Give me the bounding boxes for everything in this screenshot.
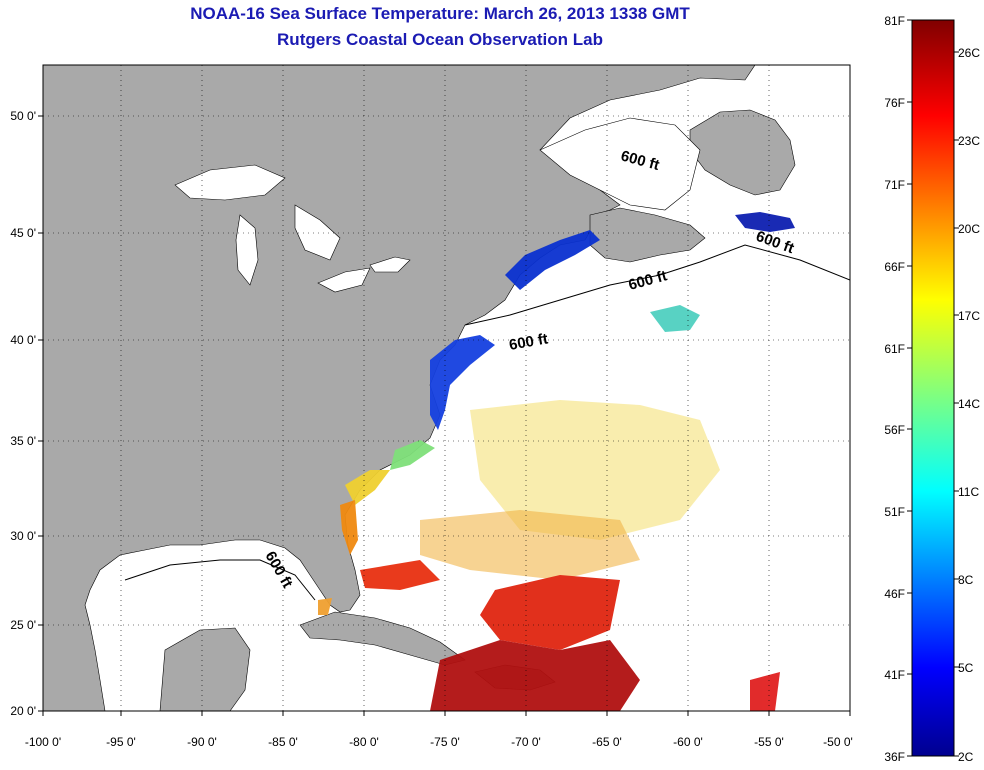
map-subtitle: Rutgers Coastal Ocean Observation Lab [277, 30, 603, 49]
colorbar-f-label: 41F [884, 668, 905, 682]
lat-tick-label: 40 0' [10, 333, 36, 347]
colorbar-f-label: 66F [884, 260, 905, 274]
lat-tick-label: 50 0' [10, 109, 36, 123]
great-lakes [174, 164, 411, 293]
colorbar-c-label: 14C [958, 397, 980, 411]
colorbar-f-label: 61F [884, 342, 905, 356]
gulf-st-lawrence [539, 117, 701, 211]
lat-tick-label: 20 0' [10, 704, 36, 718]
lat-tick-label: 35 0' [10, 434, 36, 448]
lon-tick-label: -55 0' [754, 735, 784, 749]
colorbar-c-label: 17C [958, 309, 980, 323]
colorbar-c-label: 26C [958, 46, 980, 60]
contour-label: 600 ft [508, 330, 550, 354]
colorbar-f-label: 51F [884, 505, 905, 519]
colorbar-c-label: 11C [958, 485, 979, 499]
newfoundland-land [689, 109, 796, 196]
depth-contour-600ft [464, 244, 850, 326]
lon-tick-label: -90 0' [187, 735, 217, 749]
map-area: 600 ft 600 ft 600 ft 600 ft 600 ft [43, 65, 850, 711]
lat-tick-label: 45 0' [10, 226, 36, 240]
colorbar-f-label: 46F [884, 587, 905, 601]
colorbar-f-label: 71F [884, 178, 905, 192]
nova-scotia-land [589, 207, 706, 263]
colorbar-c-label: 8C [958, 573, 974, 587]
yucatan-land [159, 627, 251, 711]
lon-tick-label: -65 0' [592, 735, 622, 749]
lat-tick-label: 25 0' [10, 618, 36, 632]
lon-tick-label: -100 0' [25, 735, 61, 749]
lon-tick-label: -85 0' [268, 735, 298, 749]
colorbar-f-label: 81F [884, 14, 905, 28]
lon-tick-label: -60 0' [673, 735, 703, 749]
lat-tick-label: 30 0' [10, 529, 36, 543]
lon-tick-label: -50 0' [823, 735, 853, 749]
map-frame [42, 64, 851, 712]
colorbar-c-label: 23C [958, 134, 980, 148]
lon-tick-label: -70 0' [511, 735, 541, 749]
sst-data [318, 212, 795, 711]
colorbar-c-label: 2C [958, 750, 974, 764]
lon-tick-label: -75 0' [430, 735, 460, 749]
colorbar-f-label: 56F [884, 423, 905, 437]
colorbar-f-label: 76F [884, 96, 905, 110]
colorbar-c-label: 5C [958, 661, 974, 675]
lon-tick-label: -95 0' [106, 735, 136, 749]
colorbar [911, 19, 955, 757]
colorbar-f-label: 36F [884, 750, 905, 764]
lon-tick-label: -80 0' [349, 735, 379, 749]
map-title: NOAA-16 Sea Surface Temperature: March 2… [190, 4, 690, 23]
colorbar-c-label: 20C [958, 222, 980, 236]
